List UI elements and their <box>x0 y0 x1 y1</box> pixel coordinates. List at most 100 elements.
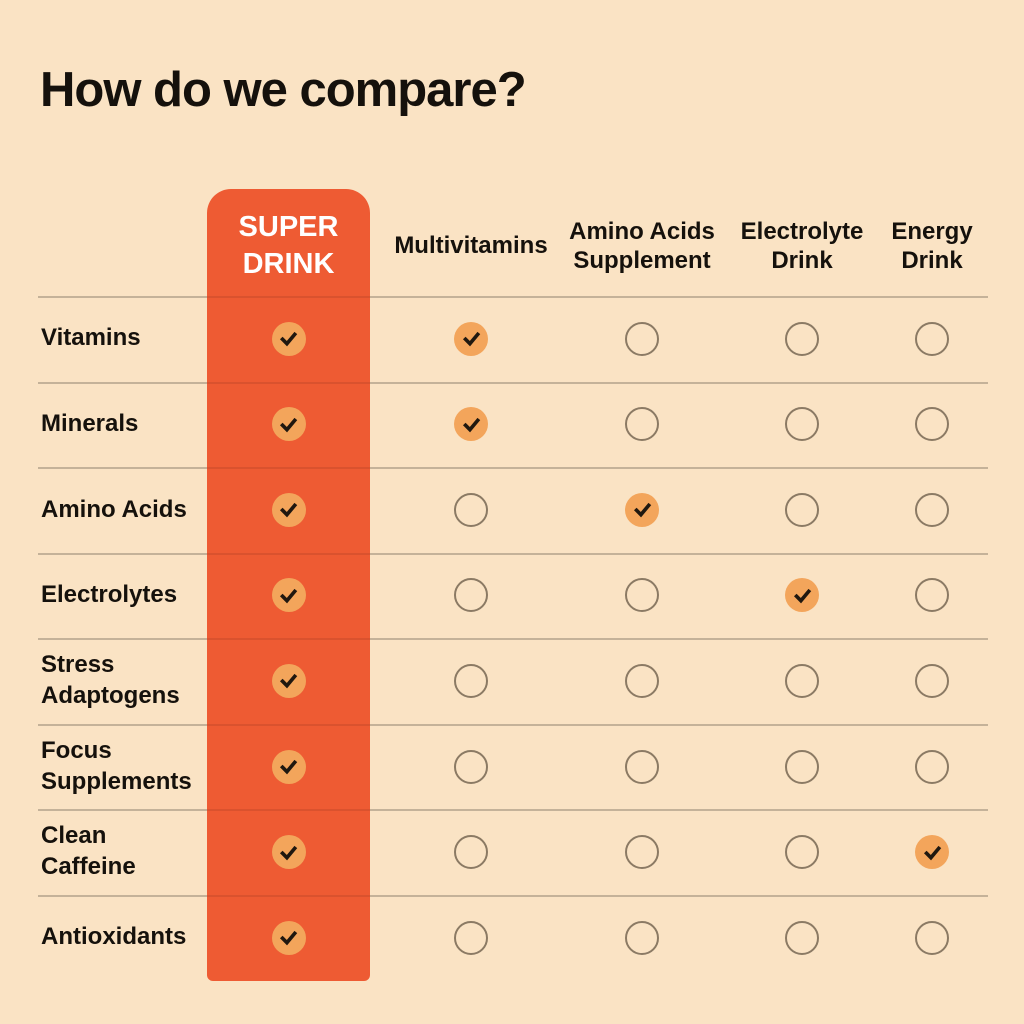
circle-outline-icon <box>915 920 949 955</box>
cell-minerals-multivitamins <box>370 382 572 468</box>
cell-amino-acids-super-drink <box>207 467 370 553</box>
row-separator-line <box>38 638 988 641</box>
circle-outline-icon <box>915 321 949 356</box>
check-icon <box>454 407 488 442</box>
circle-outline-icon <box>625 835 659 870</box>
circle-outline-icon <box>785 407 819 442</box>
cell-focus-supplements-super-drink <box>207 724 370 810</box>
check-icon <box>915 835 949 870</box>
cell-antioxidants-amino-acids-supplement <box>572 895 712 981</box>
circle-outline-icon <box>785 663 819 698</box>
cell-minerals-electrolyte-drink <box>712 382 892 468</box>
row-label-amino-acids: Amino Acids <box>41 495 187 523</box>
circle-outline-icon <box>785 321 819 356</box>
check-icon <box>785 578 819 613</box>
check-icon <box>625 492 659 527</box>
circle-outline-icon <box>915 407 949 442</box>
check-icon <box>271 835 306 870</box>
circle-outline-icon <box>454 663 488 698</box>
row-separator-line <box>38 894 988 897</box>
cell-electrolytes-energy-drink <box>892 553 972 639</box>
cell-antioxidants-multivitamins <box>370 895 572 981</box>
row-separator-line-on-accent <box>207 894 370 897</box>
cell-focus-supplements-amino-acids-supplement <box>572 724 712 810</box>
row-separator-line <box>38 296 988 298</box>
cell-clean-caffeine-amino-acids-supplement <box>572 809 712 895</box>
cell-amino-acids-multivitamins <box>370 467 572 553</box>
circle-outline-icon <box>625 920 659 955</box>
circle-outline-icon <box>915 492 949 527</box>
row-separator-line <box>38 381 988 384</box>
check-icon <box>271 749 306 784</box>
circle-outline-icon <box>915 749 949 784</box>
circle-outline-icon <box>915 578 949 613</box>
check-icon <box>271 321 306 356</box>
row-separator-line-on-accent <box>207 638 370 641</box>
cell-vitamins-energy-drink <box>892 296 972 382</box>
cell-clean-caffeine-multivitamins <box>370 809 572 895</box>
cell-clean-caffeine-electrolyte-drink <box>712 809 892 895</box>
cell-stress-adaptogens-amino-acids-supplement <box>572 638 712 724</box>
table-header: SUPER DRINK Multivitamins Amino Acids Su… <box>38 196 973 296</box>
column-header-super-drink: SUPER DRINK <box>238 211 339 280</box>
cell-vitamins-electrolyte-drink <box>712 296 892 382</box>
cell-clean-caffeine-super-drink <box>207 809 370 895</box>
row-separator-line-on-accent <box>207 296 370 298</box>
circle-outline-icon <box>454 749 488 784</box>
header-spacer <box>38 196 207 296</box>
circle-outline-icon <box>785 920 819 955</box>
cell-stress-adaptogens-super-drink <box>207 638 370 724</box>
cell-amino-acids-amino-acids-supplement <box>572 467 712 553</box>
cell-amino-acids-electrolyte-drink <box>712 467 892 553</box>
row-separator-line-on-accent <box>207 552 370 555</box>
column-header-energy-drink: Energy Drink <box>891 217 973 274</box>
row-separator-line-on-accent <box>207 381 370 384</box>
cell-electrolytes-electrolyte-drink <box>712 553 892 639</box>
column-header-multivitamins: Multivitamins <box>394 232 548 260</box>
circle-outline-icon <box>454 835 488 870</box>
cell-vitamins-amino-acids-supplement <box>572 296 712 382</box>
check-icon <box>271 407 306 442</box>
cell-antioxidants-energy-drink <box>892 895 972 981</box>
cell-antioxidants-super-drink <box>207 895 370 981</box>
cell-focus-supplements-energy-drink <box>892 724 972 810</box>
cell-clean-caffeine-energy-drink <box>892 809 972 895</box>
table-body: Vitamins Minerals Amino Acids Electrolytes S… <box>38 296 972 980</box>
circle-outline-icon <box>454 492 488 527</box>
cell-antioxidants-electrolyte-drink <box>712 895 892 981</box>
row-label-clean-caffeine: Clean Caffeine <box>41 822 136 881</box>
cell-stress-adaptogens-electrolyte-drink <box>712 638 892 724</box>
check-icon <box>271 920 306 955</box>
circle-outline-icon <box>625 663 659 698</box>
check-icon <box>454 321 488 356</box>
row-label-antioxidants: Antioxidants <box>41 923 187 951</box>
row-label-vitamins: Vitamins <box>41 324 141 352</box>
row-separator-line <box>38 809 988 812</box>
cell-minerals-super-drink <box>207 382 370 468</box>
circle-outline-icon <box>625 407 659 442</box>
row-separator-line <box>38 467 988 470</box>
cell-vitamins-super-drink <box>207 296 370 382</box>
circle-outline-icon <box>785 492 819 527</box>
check-icon <box>271 492 306 527</box>
cell-electrolytes-super-drink <box>207 553 370 639</box>
circle-outline-icon <box>915 663 949 698</box>
circle-outline-icon <box>785 835 819 870</box>
cell-minerals-amino-acids-supplement <box>572 382 712 468</box>
row-label-electrolytes: Electrolytes <box>41 581 178 609</box>
circle-outline-icon <box>625 321 659 356</box>
circle-outline-icon <box>454 578 488 613</box>
row-separator-line <box>38 723 988 726</box>
row-separator-line-on-accent <box>207 467 370 470</box>
cell-minerals-energy-drink <box>892 382 972 468</box>
cell-focus-supplements-multivitamins <box>370 724 572 810</box>
page-title: How do we compare? <box>40 63 527 117</box>
cell-amino-acids-energy-drink <box>892 467 972 553</box>
cell-electrolytes-multivitamins <box>370 553 572 639</box>
row-separator-line-on-accent <box>207 723 370 726</box>
circle-outline-icon <box>625 749 659 784</box>
check-icon <box>271 663 306 698</box>
check-icon <box>271 578 306 613</box>
circle-outline-icon <box>625 578 659 613</box>
